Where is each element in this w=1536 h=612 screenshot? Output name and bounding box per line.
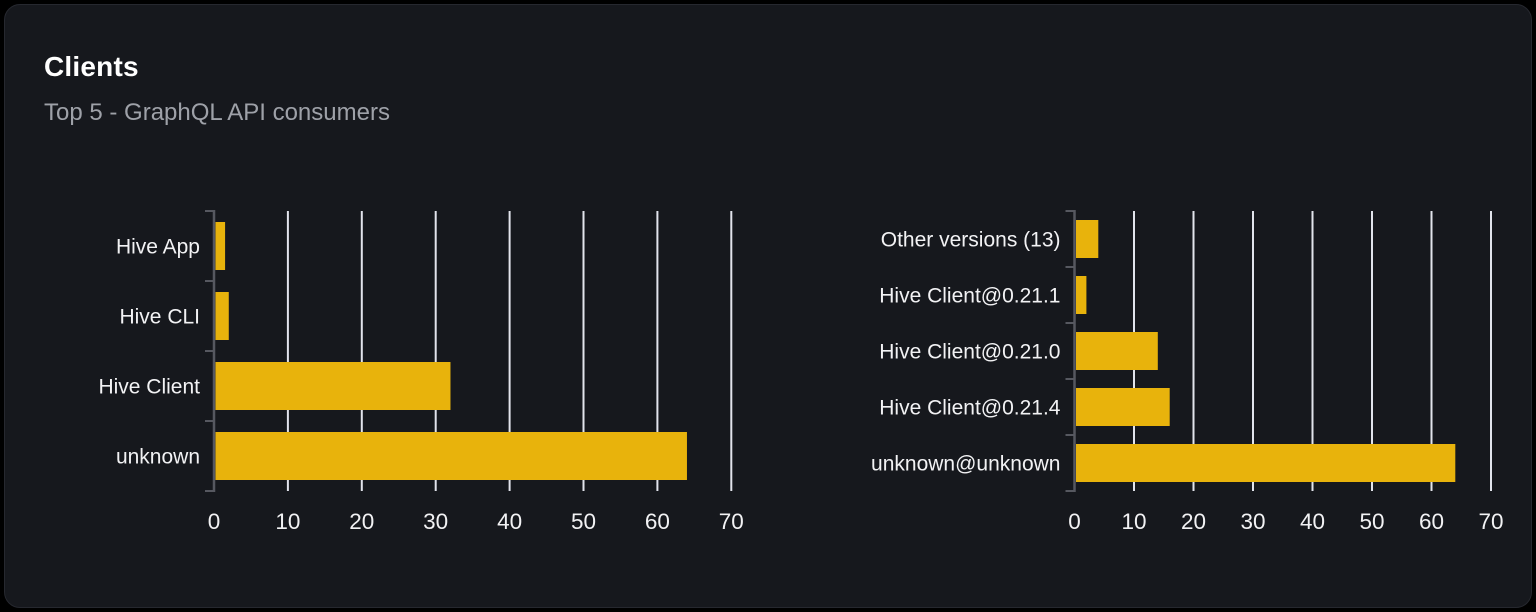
category-label: Hive Client@0.21.1	[879, 285, 1060, 308]
x-tick-label: 50	[571, 509, 596, 534]
card-subtitle: Top 5 - GraphQL API consumers	[44, 99, 390, 126]
x-tick-label: 60	[1419, 509, 1444, 534]
x-tick-label: 10	[275, 509, 300, 534]
x-tick-label: 60	[645, 509, 670, 534]
x-tick-label: 40	[497, 509, 522, 534]
category-label: Hive Client@0.21.0	[879, 341, 1060, 364]
x-tick-label: 50	[1359, 509, 1384, 534]
category-label: Hive CLI	[119, 306, 200, 329]
bar-client-versions-1[interactable]	[1076, 220, 1099, 258]
clients-bar-chart: Hive App Hive CLI Hive Client unknown 0 10 20 3…	[98, 210, 744, 534]
category-label: Hive App	[116, 236, 200, 259]
bar-client-versions-3[interactable]	[1076, 332, 1158, 370]
x-tick-label: 10	[1121, 509, 1146, 534]
x-tick-label: 30	[423, 509, 448, 534]
x-tick-label: 70	[719, 509, 744, 534]
bar-clients-3[interactable]	[215, 362, 451, 410]
client-versions-bar-chart: Other versions (13) Hive Client@0.21.1 Hiv…	[871, 210, 1504, 534]
card-header: Clients Top 5 - GraphQL API consumers	[44, 51, 390, 127]
category-label: Hive Client	[98, 376, 200, 399]
bar-client-versions-2[interactable]	[1076, 276, 1087, 314]
x-tick-label: 70	[1478, 509, 1503, 534]
clients-card: Clients Top 5 - GraphQL API consumers Hi…	[4, 4, 1532, 608]
x-tick-label: 30	[1240, 509, 1265, 534]
card-title: Clients	[44, 51, 139, 82]
x-tick-label: 0	[1068, 509, 1081, 534]
category-label: Other versions (13)	[881, 229, 1061, 252]
category-label: Hive Client@0.21.4	[879, 397, 1061, 420]
bar-clients-2[interactable]	[215, 292, 229, 340]
x-tick-label: 0	[208, 509, 221, 534]
category-label: unknown@unknown	[871, 453, 1060, 476]
x-tick-label: 40	[1300, 509, 1325, 534]
bar-clients-1[interactable]	[215, 222, 226, 270]
bar-clients-4[interactable]	[215, 432, 687, 480]
category-label: unknown	[116, 446, 200, 469]
bar-client-versions-5[interactable]	[1076, 444, 1456, 482]
x-tick-label: 20	[1181, 509, 1206, 534]
bar-client-versions-4[interactable]	[1076, 388, 1170, 426]
x-tick-label: 20	[349, 509, 374, 534]
